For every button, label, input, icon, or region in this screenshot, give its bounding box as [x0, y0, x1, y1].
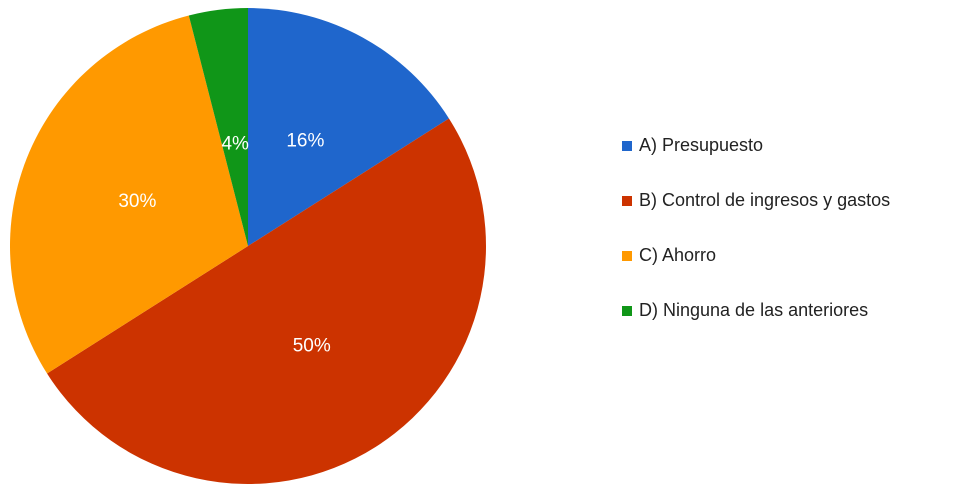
legend-text: A) Presupuesto [639, 135, 763, 155]
pie-slice [188, 8, 248, 246]
slice-label: 50% [293, 335, 331, 356]
legend-text: B) Control de ingresos y gastos [639, 190, 890, 210]
slice-label: 16% [286, 131, 324, 152]
slice-label: 30% [118, 191, 156, 212]
pie-slice [248, 8, 449, 246]
legend-text: C) Ahorro [639, 245, 716, 265]
pie-slice [9, 15, 248, 374]
slice-label: 4% [221, 133, 249, 154]
legend-text: D) Ninguna de las anteriores [639, 300, 868, 320]
legend-swatch [622, 141, 632, 151]
pie-slice [47, 118, 487, 485]
legend-swatch [622, 251, 632, 261]
legend-swatch [622, 196, 632, 206]
legend-swatch [622, 306, 632, 316]
